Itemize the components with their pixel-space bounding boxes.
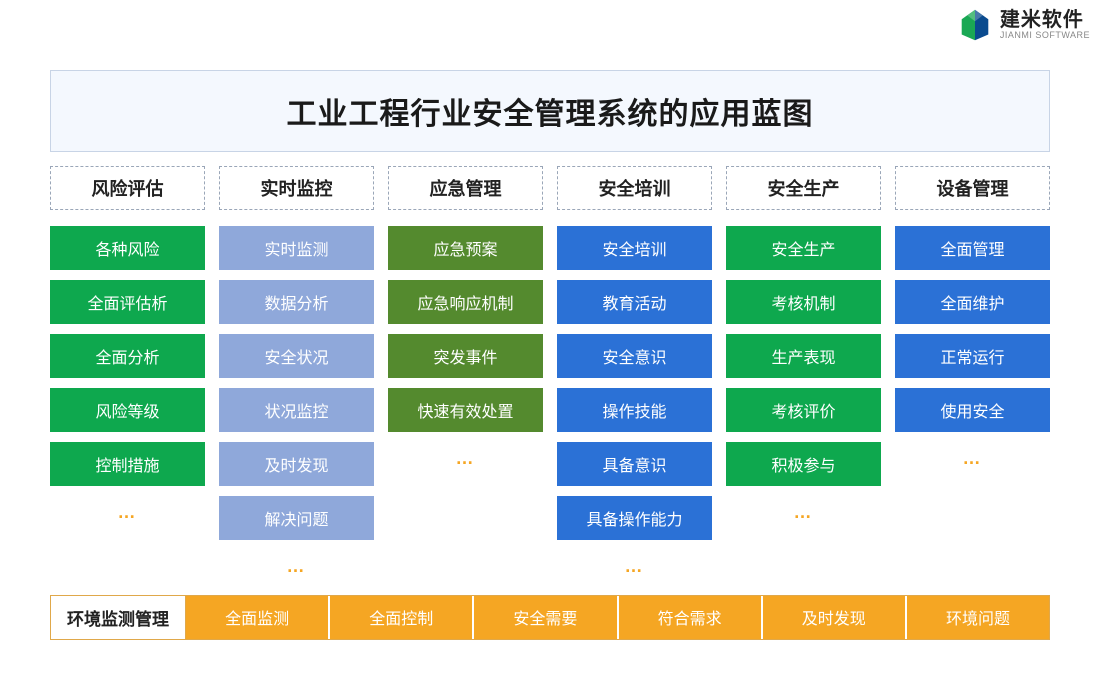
ellipsis: … [963,448,983,469]
ellipsis: … [287,556,307,577]
column-item: 各种风险 [50,226,205,270]
column-item: 使用安全 [895,388,1050,432]
logo-icon [956,6,994,44]
ellipsis: … [794,502,814,523]
column-item: 实时监测 [219,226,374,270]
ellipsis: … [625,556,645,577]
column-item: 安全培训 [557,226,712,270]
column-item: 安全意识 [557,334,712,378]
column-3: 安全培训安全培训教育活动安全意识操作技能具备意识具备操作能力… [557,166,712,577]
bottom-row: 环境监测管理 全面监测全面控制安全需要符合需求及时发现环境问题 [50,595,1050,640]
column-0: 风险评估各种风险全面评估析全面分析风险等级控制措施 … [50,166,205,577]
column-2: 应急管理应急预案应急响应机制突发事件快速有效处置 … [388,166,543,577]
column-item: 安全状况 [219,334,374,378]
column-item: 解决问题 [219,496,374,540]
column-header: 设备管理 [895,166,1050,210]
column-item: 全面维护 [895,280,1050,324]
bottom-label: 环境监测管理 [51,596,186,639]
column-item: 积极参与 [726,442,881,486]
column-4: 安全生产安全生产考核机制生产表现考核评价积极参与… [726,166,881,577]
column-item: 状况监控 [219,388,374,432]
column-item: 控制措施 [50,442,205,486]
column-header: 实时监控 [219,166,374,210]
column-1: 实时监控实时监测数据分析安全状况状况监控及时发现解决问题 … [219,166,374,577]
columns-container: 风险评估各种风险全面评估析全面分析风险等级控制措施…实时监控实时监测数据分析安全… [50,166,1050,577]
column-item: 风险等级 [50,388,205,432]
column-item: 生产表现 [726,334,881,378]
column-item: 快速有效处置 [388,388,543,432]
column-item: 操作技能 [557,388,712,432]
column-item: 正常运行 [895,334,1050,378]
column-item: 安全生产 [726,226,881,270]
bottom-items-container: 全面监测全面控制安全需要符合需求及时发现环境问题 [186,596,1049,639]
column-item: 考核评价 [726,388,881,432]
logo-cn-text: 建米软件 [1000,9,1090,31]
ellipsis: … [118,502,138,523]
column-item: 全面分析 [50,334,205,378]
title-box: 工业工程行业安全管理系统的应用蓝图 [50,70,1050,152]
bottom-item: 全面控制 [330,596,474,639]
column-item: 应急响应机制 [388,280,543,324]
bottom-item: 符合需求 [619,596,763,639]
column-item: 考核机制 [726,280,881,324]
column-header: 安全培训 [557,166,712,210]
column-item: 全面评估析 [50,280,205,324]
column-5: 设备管理全面管理全面维护正常运行使用安全 … [895,166,1050,577]
column-item: 教育活动 [557,280,712,324]
ellipsis: … [456,448,476,469]
column-item: 应急预案 [388,226,543,270]
bottom-item: 全面监测 [186,596,330,639]
logo-en-text: JIANMI SOFTWARE [1000,31,1090,41]
column-item: 全面管理 [895,226,1050,270]
column-item: 数据分析 [219,280,374,324]
column-item: 具备意识 [557,442,712,486]
column-item: 突发事件 [388,334,543,378]
column-item: 具备操作能力 [557,496,712,540]
main-title: 工业工程行业安全管理系统的应用蓝图 [51,89,1049,133]
column-header: 安全生产 [726,166,881,210]
column-header: 风险评估 [50,166,205,210]
brand-logo: 建米软件 JIANMI SOFTWARE [956,6,1090,44]
bottom-item: 及时发现 [763,596,907,639]
column-item: 及时发现 [219,442,374,486]
column-header: 应急管理 [388,166,543,210]
bottom-item: 环境问题 [907,596,1049,639]
bottom-item: 安全需要 [474,596,618,639]
